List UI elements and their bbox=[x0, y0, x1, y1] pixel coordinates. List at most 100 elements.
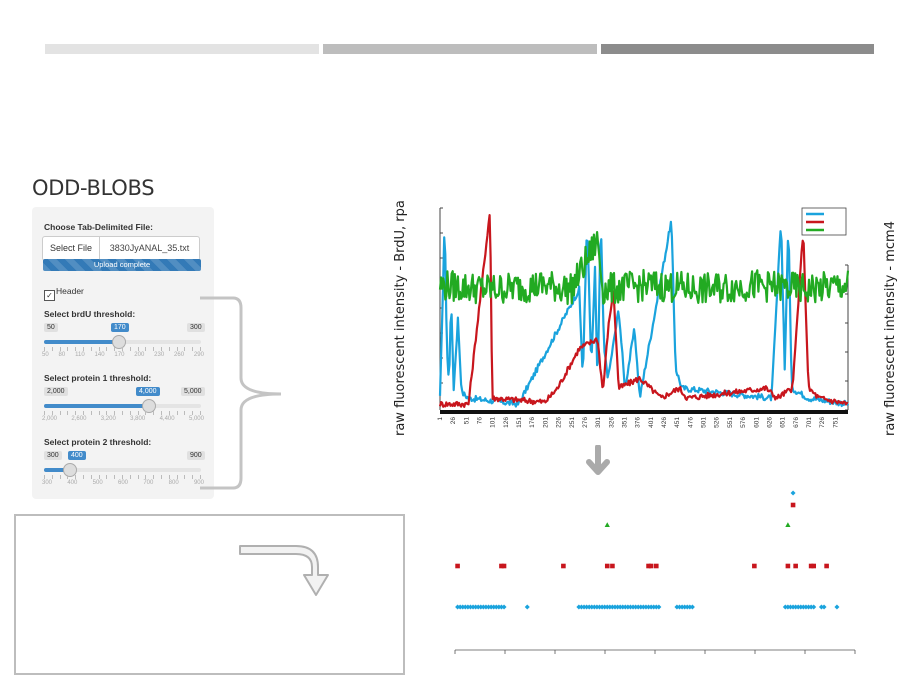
series-line bbox=[438, 231, 850, 306]
scatter-point bbox=[462, 604, 468, 610]
slider-tick bbox=[129, 475, 131, 479]
slider-tick-label: 3,800 bbox=[130, 416, 146, 422]
scatter-point bbox=[687, 604, 693, 610]
slider-tick-label: 170 bbox=[114, 352, 125, 358]
scatter-point bbox=[818, 604, 824, 610]
scatter-point bbox=[648, 563, 654, 569]
scatter-point bbox=[643, 604, 649, 610]
protein1-slider-handle[interactable] bbox=[141, 399, 156, 413]
scatter-point bbox=[455, 563, 460, 569]
protein1-slider-ticks bbox=[44, 411, 201, 416]
scatter-point bbox=[821, 604, 827, 610]
x-tick-label: 151 bbox=[516, 417, 523, 428]
slider-tick bbox=[129, 347, 131, 351]
x-tick-label: 76 bbox=[477, 417, 484, 425]
scatter-point bbox=[607, 604, 613, 610]
header-bar-2 bbox=[323, 44, 597, 54]
scatter-point bbox=[491, 604, 497, 610]
protein2-slider-handle[interactable] bbox=[63, 463, 78, 477]
protein2-slider[interactable] bbox=[44, 463, 201, 477]
slider-tick bbox=[67, 347, 69, 351]
x-tick-label: 26 bbox=[450, 417, 457, 425]
x-tick-label: 176 bbox=[529, 417, 536, 428]
slider-tick bbox=[176, 475, 178, 479]
protein1-slider[interactable] bbox=[44, 399, 201, 413]
scatter-point bbox=[790, 502, 796, 508]
slider-tick bbox=[153, 347, 155, 351]
left-axis-title: raw fluorescent intensity - BrdU, rpa bbox=[393, 200, 408, 436]
scatter-point bbox=[811, 563, 817, 569]
slider-tick bbox=[44, 475, 45, 479]
x-tick-label: 551 bbox=[727, 417, 734, 428]
slider-tick-label: 290 bbox=[193, 352, 204, 358]
scatter-point bbox=[501, 604, 507, 610]
scatter-point bbox=[782, 604, 788, 610]
series-line bbox=[438, 220, 850, 408]
slider-tick-label: 5,000 bbox=[188, 416, 204, 422]
slider-tick bbox=[184, 347, 186, 351]
brdu-slider-tick-labels: 50 80 110 140 170 200 230 260 290 bbox=[42, 352, 204, 358]
scatter-point bbox=[473, 604, 479, 610]
x-tick-label: 651 bbox=[780, 417, 787, 428]
scatter-point bbox=[653, 604, 659, 610]
brdu-slider[interactable] bbox=[44, 335, 201, 349]
x-tick-label: 401 bbox=[648, 417, 655, 428]
input-panel: Choose Tab-Delimited File: Select File 3… bbox=[32, 207, 214, 499]
slider-tick bbox=[51, 411, 53, 415]
slider-tick bbox=[106, 347, 108, 351]
file-input-label: Choose Tab-Delimited File: bbox=[44, 222, 153, 232]
scatter-point bbox=[640, 604, 646, 610]
select-file-button[interactable]: Select File bbox=[42, 236, 100, 261]
scatter-point bbox=[457, 604, 463, 610]
slider-tick bbox=[153, 411, 155, 415]
scatter-point bbox=[615, 604, 621, 610]
scatter-point bbox=[501, 563, 507, 569]
file-name-field[interactable]: 3830JyANAL_35.txt bbox=[100, 236, 200, 261]
slider-tick bbox=[83, 347, 84, 351]
protein1-min-tag: 2,000 bbox=[44, 387, 68, 396]
slider-tick bbox=[184, 475, 186, 479]
slider-tick bbox=[90, 411, 92, 415]
slider-tick bbox=[184, 411, 186, 415]
scatter-point bbox=[602, 604, 608, 610]
slider-tick bbox=[75, 347, 77, 351]
scatter-point bbox=[586, 604, 592, 610]
scatter-point bbox=[674, 604, 680, 610]
slider-tick-label: 110 bbox=[75, 352, 85, 358]
scatter-point bbox=[498, 604, 504, 610]
x-tick-label: 351 bbox=[621, 417, 628, 428]
slider-tick-label: 600 bbox=[117, 480, 128, 486]
slider-tick bbox=[200, 347, 201, 351]
slider-tick bbox=[83, 411, 84, 415]
slider-tick bbox=[176, 347, 178, 351]
x-tick-label: 1 bbox=[437, 417, 444, 421]
slider-tick-label: 500 bbox=[92, 480, 103, 486]
scatter-point bbox=[594, 604, 600, 610]
brdu-slider-handle[interactable] bbox=[112, 335, 127, 349]
header-bar-3 bbox=[601, 44, 874, 54]
scatter-point bbox=[610, 563, 615, 569]
scatter-point bbox=[677, 604, 683, 610]
scatter-point bbox=[785, 563, 791, 569]
scatter-point bbox=[653, 563, 659, 569]
x-tick-label: 126 bbox=[503, 417, 510, 428]
x-tick-label: 276 bbox=[582, 417, 589, 428]
scatter-point bbox=[834, 604, 840, 610]
slider-tick bbox=[122, 411, 123, 415]
scatter-point bbox=[604, 522, 610, 527]
scatter-point bbox=[597, 604, 603, 610]
scatter-point bbox=[604, 563, 610, 569]
header-checkbox[interactable]: ✓ bbox=[44, 290, 55, 301]
brdu-max-tag: 300 bbox=[187, 323, 205, 332]
x-tick-label: 251 bbox=[569, 417, 576, 428]
x-tick-label: 226 bbox=[556, 417, 563, 428]
scatter-point bbox=[465, 604, 471, 610]
protein1-slider-fill bbox=[44, 404, 149, 408]
x-tick-label: 376 bbox=[635, 417, 642, 428]
blob-scatter-chart bbox=[454, 490, 856, 654]
slider-tick bbox=[200, 475, 201, 479]
slider-tick bbox=[83, 475, 84, 479]
x-tick-label: 451 bbox=[674, 417, 681, 428]
scatter-point bbox=[646, 604, 652, 610]
scatter-point bbox=[561, 563, 566, 569]
